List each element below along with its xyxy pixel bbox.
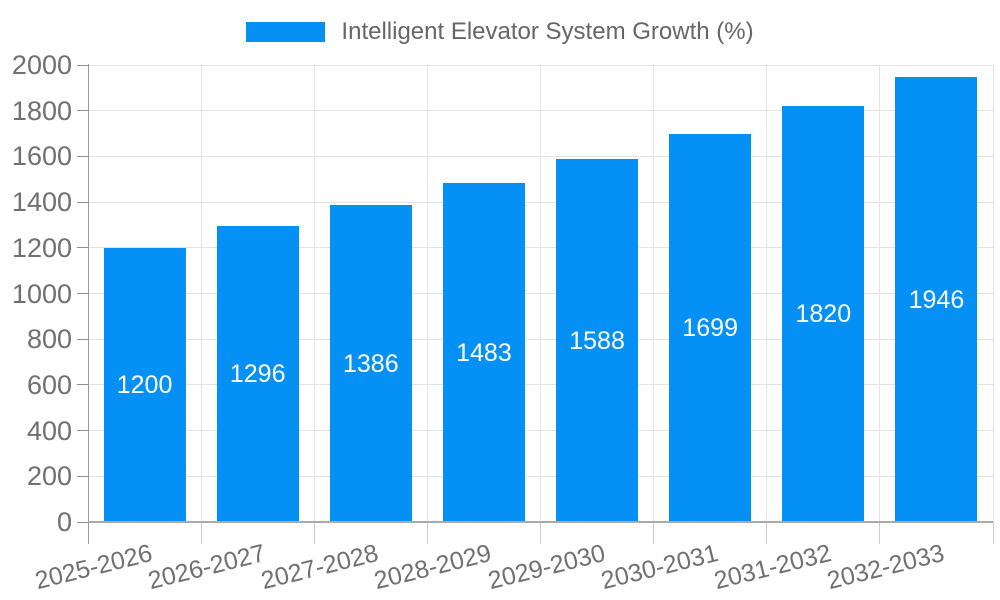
y-axis-tick — [77, 338, 88, 340]
x-axis-tick — [313, 522, 315, 544]
x-axis-tick — [992, 522, 994, 544]
bar-value-label: 1296 — [229, 359, 286, 388]
x-axis-tick — [426, 522, 428, 544]
grid-line-vertical — [992, 65, 994, 522]
bar: 1588 — [556, 159, 639, 522]
x-axis-label: 2029-2030 — [484, 539, 608, 596]
bar: 1820 — [782, 106, 865, 522]
grid-line-vertical — [313, 65, 315, 522]
y-axis-tick — [77, 247, 88, 249]
bar: 1200 — [103, 247, 186, 522]
x-axis-tick — [766, 522, 768, 544]
bar-value-label: 1699 — [682, 313, 738, 342]
y-axis-tick — [77, 384, 88, 386]
bar: 1699 — [669, 133, 752, 522]
x-axis-label: 2032-2033 — [824, 539, 947, 596]
x-axis-label: 2025-2026 — [32, 539, 156, 596]
y-axis-label: 1400 — [11, 187, 72, 218]
y-axis-label: 1000 — [11, 278, 72, 309]
y-axis-tick — [77, 430, 88, 432]
legend: Intelligent Elevator System Growth (%) — [0, 18, 1000, 46]
y-axis-label: 1600 — [11, 141, 72, 172]
legend-label: Intelligent Elevator System Growth (%) — [341, 18, 754, 45]
y-axis-line — [87, 64, 89, 544]
bar-value-label: 1386 — [343, 349, 399, 378]
y-axis-label: 2000 — [11, 50, 72, 80]
grid-line-vertical — [766, 65, 768, 522]
legend-swatch — [246, 22, 326, 42]
y-axis-label: 800 — [26, 324, 72, 355]
x-axis-tick — [879, 522, 881, 544]
x-axis-tick — [200, 522, 202, 544]
y-axis-tick — [77, 293, 88, 294]
x-axis-label: 2027-2028 — [258, 539, 382, 596]
bar: 1386 — [329, 205, 412, 522]
x-axis-line — [88, 521, 993, 523]
y-axis-tick — [77, 64, 88, 66]
grid-line-vertical — [540, 65, 541, 522]
bar-value-label: 1946 — [908, 285, 965, 314]
bar: 1483 — [442, 183, 525, 522]
grid-line-vertical — [653, 65, 655, 522]
bar: 1946 — [895, 77, 978, 522]
y-axis-label: 1800 — [11, 95, 72, 126]
grid-line-vertical — [426, 65, 428, 522]
x-axis-tick — [540, 522, 541, 544]
bar-value-label: 1820 — [795, 300, 852, 329]
grid-line-vertical — [879, 65, 881, 522]
y-axis-tick — [77, 201, 88, 203]
bar-value-label: 1200 — [116, 370, 173, 399]
grid-line-vertical — [200, 65, 202, 522]
y-axis-tick — [77, 155, 88, 157]
y-axis-tick — [77, 110, 88, 112]
x-axis-label: 2031-2032 — [711, 539, 834, 596]
y-axis-label: 400 — [26, 415, 72, 446]
x-axis-tick — [653, 522, 655, 544]
y-axis-label: 0 — [56, 507, 72, 537]
x-axis-label: 2026-2027 — [145, 539, 269, 596]
y-axis-label: 600 — [26, 369, 72, 400]
y-axis-label: 200 — [26, 461, 72, 492]
bar: 1296 — [216, 225, 299, 522]
legend-item[interactable]: Intelligent Elevator System Growth (%) — [246, 18, 754, 46]
y-axis-tick — [77, 475, 88, 477]
x-axis-label: 2028-2029 — [371, 539, 495, 596]
x-axis-label: 2030-2031 — [597, 539, 721, 596]
bar-value-label: 1588 — [569, 326, 625, 355]
bar-value-label: 1483 — [456, 338, 512, 367]
y-axis-label: 1200 — [11, 232, 72, 263]
y-axis-tick — [77, 521, 88, 523]
